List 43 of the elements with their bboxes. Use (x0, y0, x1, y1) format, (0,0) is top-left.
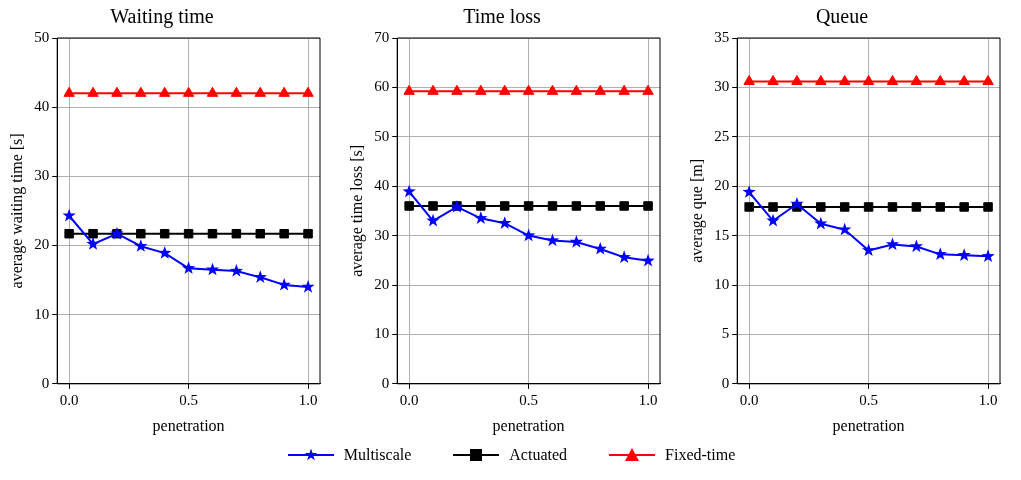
x-axis-title: penetration (832, 416, 905, 435)
x-tick-label: 0.0 (399, 391, 419, 408)
y-axis-title: average time loss [s] (347, 144, 366, 277)
y-tick-label: 10 (374, 325, 390, 342)
x-tick-label: 0.0 (739, 391, 759, 408)
x-tick-label: 0.5 (859, 391, 878, 408)
x-axis-title: penetration (492, 416, 565, 435)
y-tick-label: 35 (714, 28, 730, 45)
y-tick-label: 40 (34, 98, 50, 115)
chart-title: Waiting time (110, 5, 214, 29)
y-tick-label: 0 (381, 374, 390, 391)
y-tick-label: 0 (41, 374, 50, 391)
x-tick-label: 0.5 (519, 391, 538, 408)
y-tick-label: 20 (374, 275, 390, 292)
y-tick-label: 40 (374, 177, 390, 194)
legend-label: Fixed-time (665, 446, 736, 464)
y-tick-label: 70 (374, 28, 390, 45)
y-tick-label: 20 (714, 177, 730, 194)
y-tick-label: 10 (714, 275, 730, 292)
legend-label: Actuated (509, 446, 568, 464)
chart-title: Queue (815, 5, 869, 28)
y-axis-title: average que [m] (687, 158, 706, 263)
y-tick-label: 20 (34, 236, 50, 253)
y-tick-label: 50 (374, 127, 390, 144)
chart-title: Time loss (463, 5, 542, 28)
x-tick-label: 1.0 (978, 391, 998, 408)
x-tick-label: 1.0 (638, 391, 658, 408)
y-tick-label: 50 (34, 28, 50, 45)
y-axis-title: average waiting time [s] (7, 133, 26, 289)
y-tick-label: 30 (34, 167, 50, 184)
x-axis-title: penetration (152, 416, 225, 435)
y-tick-label: 60 (374, 78, 390, 95)
y-tick-label: 10 (34, 305, 50, 322)
y-tick-label: 30 (374, 226, 390, 243)
y-tick-label: 30 (714, 78, 730, 95)
legend-label: Multiscale (343, 446, 412, 464)
x-tick-label: 0.5 (179, 391, 198, 408)
y-tick-label: 0 (721, 374, 730, 391)
y-tick-label: 5 (721, 325, 730, 342)
x-tick-label: 0.0 (59, 391, 79, 408)
x-tick-label: 1.0 (298, 391, 318, 408)
y-tick-label: 15 (714, 226, 730, 243)
y-tick-label: 25 (714, 127, 730, 144)
